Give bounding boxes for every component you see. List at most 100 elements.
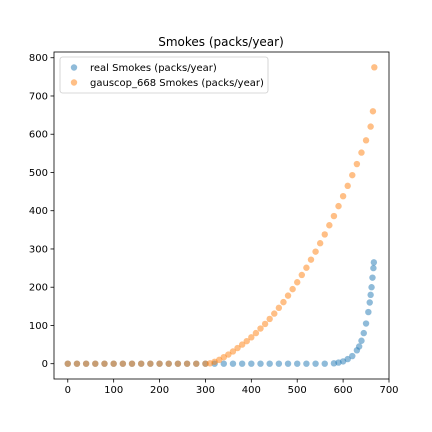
x-tick-label: 0 bbox=[65, 385, 71, 396]
x-axis: 0 100 200 300 400 500 600 700 bbox=[65, 379, 399, 396]
series-0-point bbox=[369, 274, 376, 281]
x-tick-label: 500 bbox=[288, 385, 307, 396]
series-1-point bbox=[349, 171, 356, 179]
series-0-point bbox=[362, 320, 370, 327]
series-0-point bbox=[284, 360, 292, 367]
series-1-point bbox=[234, 344, 241, 352]
legend-label: gauscop_668 Smokes (packs/year) bbox=[90, 78, 264, 89]
series-1-point bbox=[252, 329, 260, 337]
series-1-point bbox=[128, 360, 136, 367]
series-1-point bbox=[335, 202, 342, 210]
series-1-point bbox=[82, 360, 90, 367]
series-0-point bbox=[275, 360, 283, 367]
series-1-point bbox=[137, 360, 145, 367]
legend-marker bbox=[70, 79, 78, 86]
series-1-point bbox=[73, 360, 81, 367]
series-0-point bbox=[367, 291, 374, 299]
series-1-point bbox=[344, 182, 351, 190]
series-0-point bbox=[257, 360, 264, 367]
y-tick-label: 200 bbox=[29, 283, 48, 294]
y-tick-label: 100 bbox=[29, 321, 48, 332]
series-1-point bbox=[266, 315, 273, 323]
series-1-point bbox=[271, 310, 278, 317]
series-0-point bbox=[366, 299, 373, 306]
series-1-point bbox=[243, 337, 250, 345]
series-1-point bbox=[298, 271, 306, 279]
legend-label: real Smokes (packs/year) bbox=[90, 63, 217, 74]
series-1-point bbox=[326, 222, 333, 229]
series-0-point bbox=[229, 360, 237, 367]
series-0-point bbox=[344, 355, 351, 363]
series-1-point bbox=[321, 231, 328, 238]
series-0-point bbox=[220, 360, 227, 367]
plot-frame bbox=[53, 51, 390, 380]
legend-marker bbox=[70, 64, 78, 71]
series-0-point bbox=[370, 259, 378, 266]
series-0-point bbox=[370, 264, 377, 272]
series-1-point bbox=[303, 264, 310, 271]
y-tick-label: 600 bbox=[29, 130, 48, 141]
x-tick-label: 100 bbox=[104, 385, 123, 396]
series-1-point bbox=[257, 325, 264, 332]
y-tick-label: 500 bbox=[29, 168, 48, 179]
x-tick-label: 700 bbox=[379, 385, 398, 396]
series-1-point bbox=[101, 360, 108, 367]
series-0-point bbox=[238, 360, 246, 367]
series-0-point bbox=[294, 360, 301, 367]
series-1-point bbox=[353, 160, 361, 168]
series-1-point bbox=[119, 360, 127, 367]
series-1-point bbox=[225, 351, 232, 358]
series-0-point bbox=[266, 360, 273, 367]
series-0-point bbox=[303, 360, 310, 367]
series-1-point bbox=[147, 360, 154, 367]
series-0-point bbox=[321, 360, 328, 367]
series-1-point bbox=[92, 360, 99, 367]
x-tick-label: 600 bbox=[334, 385, 353, 396]
legend-box bbox=[59, 56, 269, 94]
series-1-point bbox=[275, 304, 283, 312]
y-tick-label: 700 bbox=[29, 91, 48, 102]
series-1-point bbox=[307, 256, 315, 263]
series-1-point bbox=[64, 360, 71, 367]
series-1-point bbox=[261, 320, 269, 328]
series-1-point bbox=[156, 360, 163, 367]
series-1-point bbox=[294, 279, 301, 286]
series-1-point bbox=[248, 334, 255, 341]
chart-title: Smokes (packs/year) bbox=[158, 35, 284, 49]
points-layer bbox=[64, 64, 378, 367]
x-tick-label: 200 bbox=[150, 385, 169, 396]
series-0-point bbox=[355, 343, 363, 350]
series-1-point bbox=[165, 360, 172, 367]
series-1-point bbox=[193, 360, 200, 367]
series-0-point bbox=[312, 360, 319, 367]
series-1-point bbox=[174, 360, 182, 367]
y-axis: 0 100 200 300 400 500 600 700 800 bbox=[29, 53, 54, 370]
series-1-point bbox=[330, 212, 338, 220]
series-1-point bbox=[339, 192, 347, 200]
series-1-point bbox=[284, 292, 292, 299]
y-tick-label: 300 bbox=[29, 244, 48, 255]
series-1-point bbox=[280, 298, 287, 306]
series-1-point bbox=[202, 360, 209, 367]
y-tick-label: 800 bbox=[29, 53, 48, 64]
series-1-point bbox=[312, 248, 319, 255]
y-tick-label: 0 bbox=[42, 359, 48, 370]
series-1-point bbox=[369, 108, 377, 115]
series-0-point bbox=[368, 284, 375, 291]
series-0-point bbox=[358, 337, 365, 344]
series-0-point bbox=[360, 329, 367, 337]
series-1-point bbox=[183, 360, 191, 367]
series-1-point bbox=[238, 341, 246, 348]
series-1-point bbox=[110, 360, 117, 367]
series-0-point bbox=[248, 360, 255, 367]
x-tick-label: 300 bbox=[196, 385, 215, 396]
series-0-point bbox=[365, 308, 372, 316]
series-1-point bbox=[316, 240, 324, 247]
series-1-point bbox=[367, 123, 374, 130]
legend: real Smokes (packs/year) gauscop_668 Smok… bbox=[59, 56, 269, 94]
series-1-point bbox=[362, 137, 370, 144]
series-0-point bbox=[349, 352, 356, 360]
series-1-point bbox=[358, 149, 365, 156]
series-1-point bbox=[229, 348, 237, 355]
